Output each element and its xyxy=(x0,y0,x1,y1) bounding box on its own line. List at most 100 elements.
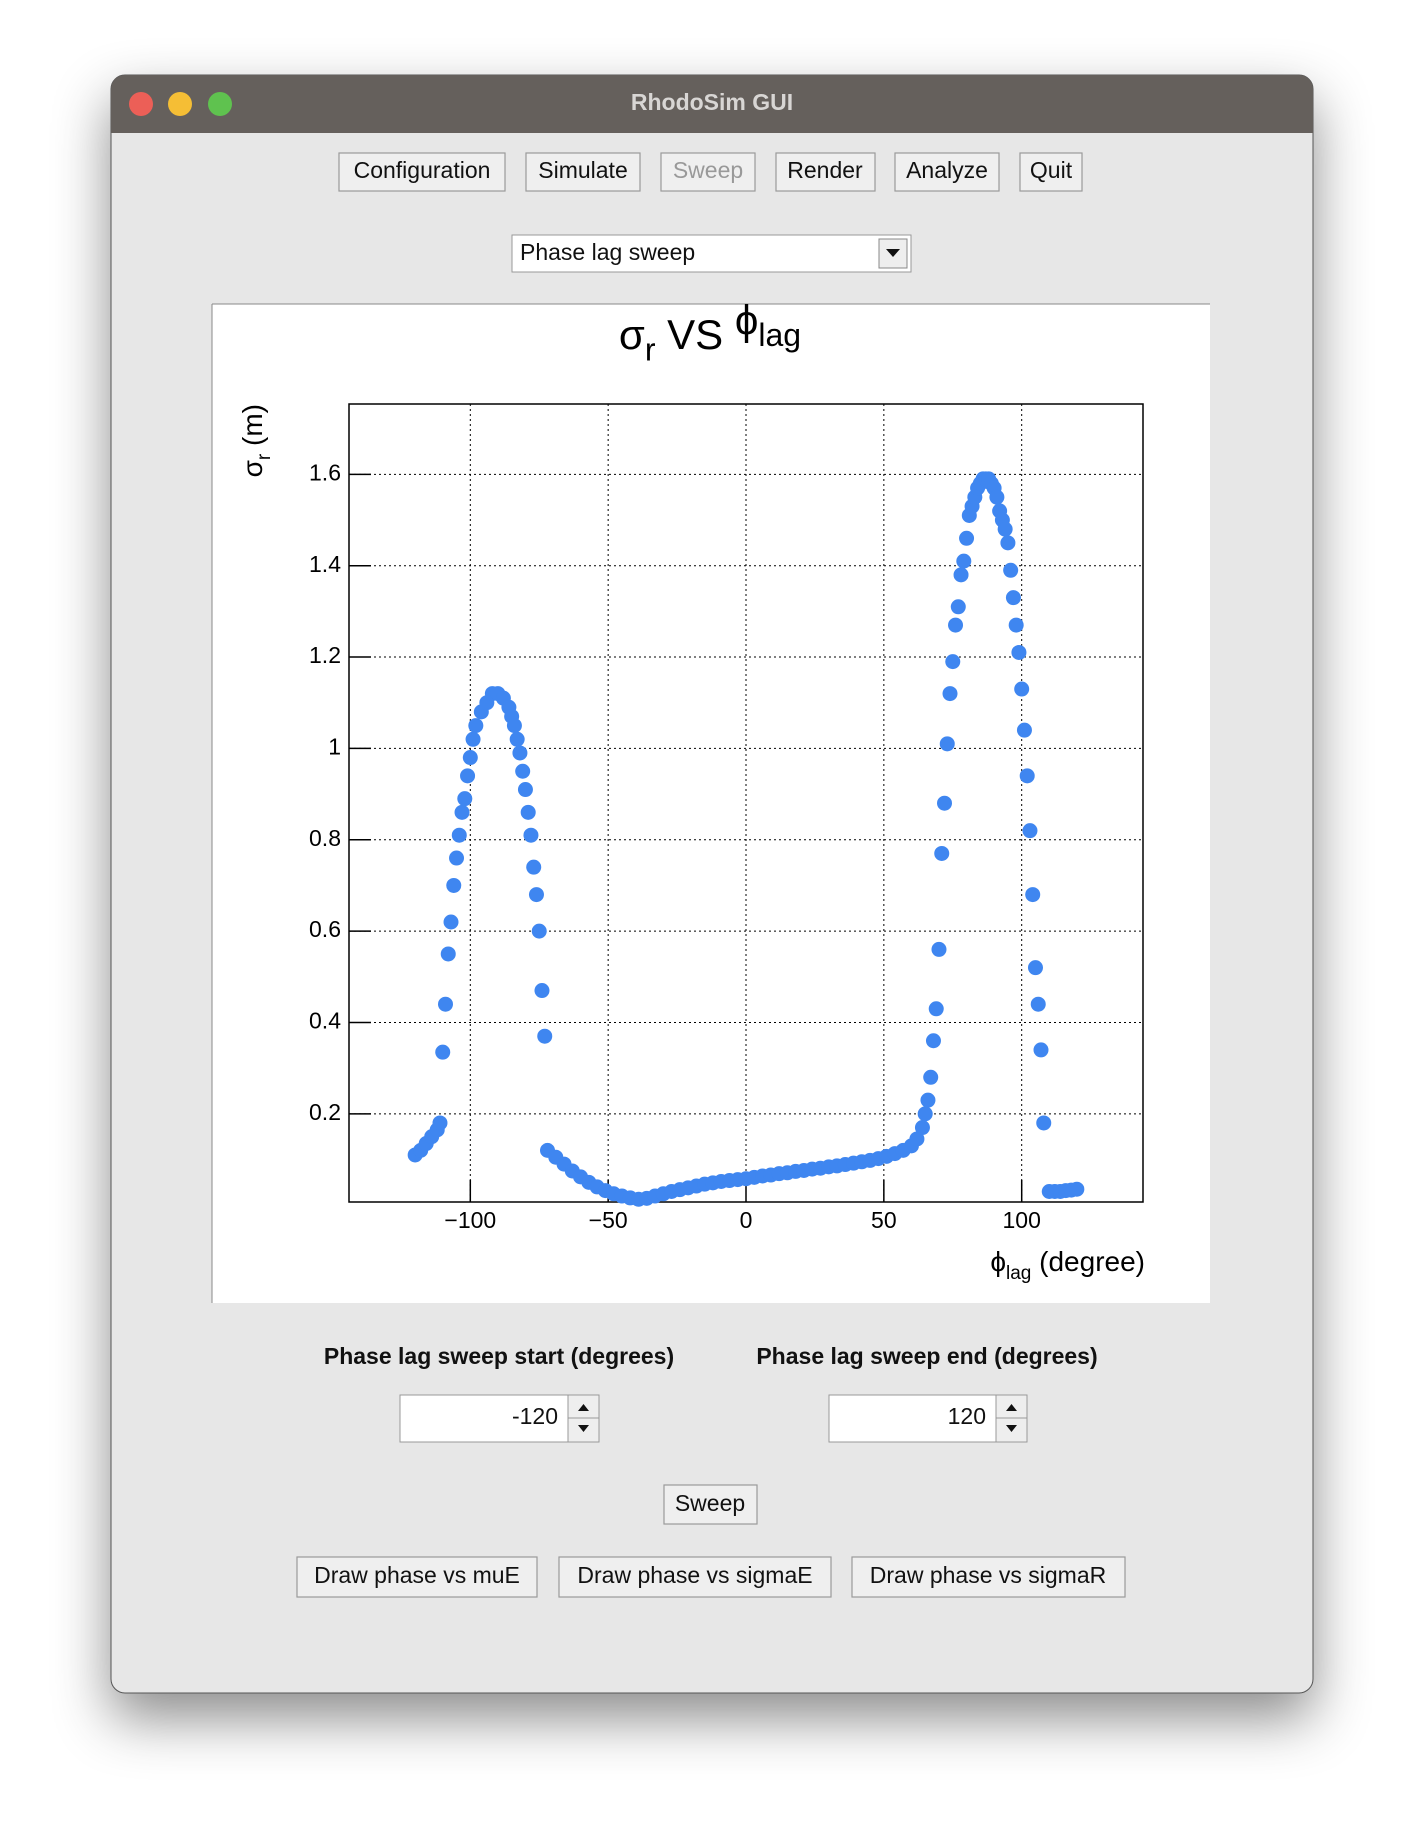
point xyxy=(443,914,459,930)
chart-panel xyxy=(212,304,1210,1303)
point xyxy=(512,745,528,761)
button-label: Simulate xyxy=(538,157,627,183)
y-tick-label: 1 xyxy=(328,733,341,759)
x-tick-label: 50 xyxy=(871,1207,897,1233)
point xyxy=(997,521,1013,537)
close-button[interactable] xyxy=(129,92,153,116)
point xyxy=(520,804,536,820)
chart-title-part: σ xyxy=(619,311,645,358)
point xyxy=(454,804,470,820)
number-input[interactable] xyxy=(399,1394,600,1443)
button[interactable] xyxy=(894,152,1000,192)
point xyxy=(959,530,975,546)
button[interactable] xyxy=(338,152,506,192)
spin-icons xyxy=(578,1404,589,1432)
point xyxy=(956,553,972,569)
point xyxy=(1000,535,1016,551)
toolbar: Configuration Simulate Sweep Render Anal… xyxy=(338,152,1083,192)
point xyxy=(509,731,525,747)
y-tick-label: 0.8 xyxy=(309,825,341,851)
point xyxy=(1027,960,1043,976)
point xyxy=(465,731,481,747)
y-axis-label-part: σ xyxy=(237,460,268,477)
point xyxy=(917,1106,933,1122)
point xyxy=(1036,1115,1052,1131)
point xyxy=(942,686,958,702)
button[interactable] xyxy=(775,152,876,192)
window-title: RhodoSim GUI xyxy=(631,89,793,115)
x-tick-label: 100 xyxy=(1003,1207,1041,1233)
button[interactable] xyxy=(558,1556,832,1598)
y-tick-label: 0.4 xyxy=(309,1008,341,1034)
button-label: Draw phase vs sigmaE xyxy=(577,1562,812,1588)
chart-title-part: VS xyxy=(655,311,734,358)
point xyxy=(925,1033,941,1049)
y-tick-label: 1.2 xyxy=(309,642,341,668)
button-label: Analyze xyxy=(906,157,988,183)
point xyxy=(457,791,473,807)
button xyxy=(660,152,756,192)
point xyxy=(1016,722,1032,738)
x-axis-label-part: lag xyxy=(1006,1263,1031,1284)
point xyxy=(950,599,966,615)
point xyxy=(1003,562,1019,578)
point xyxy=(939,736,955,752)
point xyxy=(534,983,550,999)
arrow-icon xyxy=(886,249,900,257)
x-tick-label: −100 xyxy=(444,1207,496,1233)
point xyxy=(437,996,453,1012)
x-tick-label: −50 xyxy=(589,1207,628,1233)
y-tick-label: 1.4 xyxy=(309,551,341,577)
point xyxy=(920,1092,936,1108)
point xyxy=(914,1120,930,1136)
button-label: Draw phase vs sigmaR xyxy=(870,1562,1106,1588)
point xyxy=(462,750,478,766)
point xyxy=(937,795,952,811)
button[interactable] xyxy=(1019,152,1083,192)
point xyxy=(528,887,544,903)
point xyxy=(515,763,531,779)
button-label: Quit xyxy=(1030,157,1073,183)
point xyxy=(537,1028,553,1044)
chart-title-part: r xyxy=(645,332,656,368)
button-label: Sweep xyxy=(675,1490,745,1516)
x-axis-label-part: (degree) xyxy=(1031,1246,1145,1277)
point xyxy=(440,946,456,962)
point xyxy=(526,859,542,875)
point xyxy=(531,923,547,939)
dropdown-value: Phase lag sweep xyxy=(520,239,695,265)
chart-title-part: lag xyxy=(758,317,801,353)
button[interactable] xyxy=(296,1556,538,1598)
point xyxy=(1008,617,1024,633)
point xyxy=(435,1044,451,1060)
number-input[interactable] xyxy=(828,1394,1028,1443)
point xyxy=(1014,681,1030,697)
button[interactable] xyxy=(525,152,641,192)
point xyxy=(432,1115,448,1131)
minimize-button[interactable] xyxy=(168,92,192,116)
input-value: 120 xyxy=(948,1403,986,1429)
button-label: Draw phase vs muE xyxy=(314,1562,520,1588)
point xyxy=(945,654,961,670)
button-label: Configuration xyxy=(354,157,491,183)
field-label: Phase lag sweep end (degrees) xyxy=(756,1343,1097,1369)
point xyxy=(468,718,484,734)
button[interactable] xyxy=(663,1484,758,1525)
point xyxy=(1030,996,1046,1012)
y-axis-label-part: (m) xyxy=(237,404,268,454)
point xyxy=(1022,823,1038,839)
x-tick-label: 0 xyxy=(740,1207,753,1233)
dropdown[interactable] xyxy=(511,234,912,273)
point xyxy=(989,489,1005,505)
point xyxy=(1033,1042,1049,1058)
x-axis-label-part: ϕ xyxy=(990,1246,1006,1277)
zoom-button[interactable] xyxy=(208,92,232,116)
y-tick-label: 1.6 xyxy=(309,459,341,485)
chart-title-part: ϕ xyxy=(735,296,759,343)
input-value: -120 xyxy=(512,1403,558,1429)
y-tick-label: 0.2 xyxy=(309,1099,341,1125)
point xyxy=(953,567,969,583)
button[interactable] xyxy=(851,1556,1126,1598)
